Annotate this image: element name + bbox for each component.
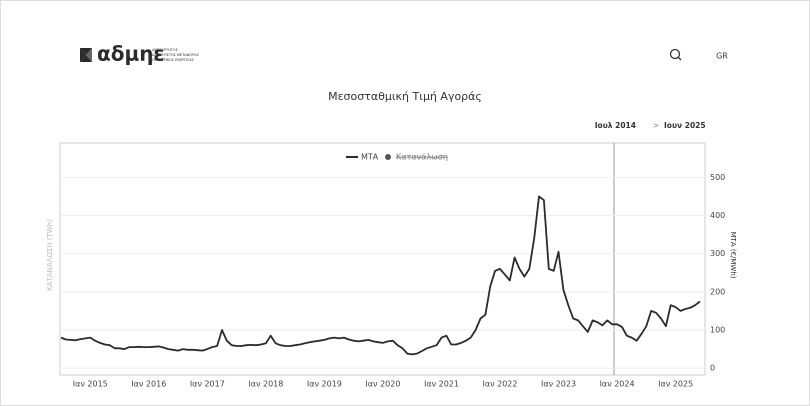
- x-tick-label: Ιαν 2025: [658, 380, 693, 389]
- logo-line: ΗΛΕΚΤΡΙΚΗΣ ΕΝΕΡΓΕΙΑΣ: [152, 58, 194, 62]
- y-tick-label: 100: [710, 325, 725, 334]
- language-switch[interactable]: GR: [716, 52, 728, 61]
- y-tick-label: 200: [710, 287, 725, 296]
- x-tick-label: Ιαν 2019: [307, 380, 342, 389]
- x-tick-label: Ιαν 2022: [482, 380, 517, 389]
- range-to[interactable]: Ιουν 2025: [664, 121, 706, 130]
- range-separator: >: [653, 121, 659, 130]
- logo: αδμηε: [97, 42, 165, 66]
- y2-axis-label: ΚΑΤΑΝΑΛΩΣΗ (TWh): [46, 219, 54, 291]
- x-tick-label: Ιαν 2015: [73, 380, 108, 389]
- x-tick-label: Ιαν 2020: [365, 380, 400, 389]
- legend-dot: [385, 154, 391, 160]
- logo-icon: [80, 48, 92, 62]
- logo-line: ΔΙΑΧΕΙΡΙΣΤΗΣ ΜΕΤΑΦΟΡΑΣ: [152, 53, 199, 57]
- y-axis-label: ΜΤΑ (€/MWh): [729, 231, 737, 278]
- x-tick-label: Ιαν 2024: [600, 380, 635, 389]
- y-tick-label: 0: [710, 364, 715, 373]
- x-tick-label: Ιαν 2023: [541, 380, 576, 389]
- x-tick-label: Ιαν 2016: [131, 380, 166, 389]
- legend-label-hidden[interactable]: Κατανάλωση: [396, 153, 448, 162]
- legend-label[interactable]: ΜΤΑ: [361, 153, 379, 162]
- x-tick-label: Ιαν 2017: [190, 380, 225, 389]
- x-tick-label: Ιαν 2018: [248, 380, 283, 389]
- range-from[interactable]: Ιουλ 2014: [595, 121, 636, 130]
- y-tick-label: 300: [710, 249, 725, 258]
- y-tick-label: 500: [710, 173, 725, 182]
- y-tick-label: 400: [710, 211, 725, 220]
- x-tick-label: Ιαν 2021: [424, 380, 459, 389]
- chart-title: Μεσοσταθμική Τιμή Αγοράς: [328, 90, 482, 103]
- line-series: [60, 195, 701, 356]
- search-icon[interactable]: [669, 48, 682, 61]
- plot-frame: [59, 142, 706, 376]
- logo-line: ΑΝΕΞΑΡΤΗΤΟΣ: [152, 48, 178, 52]
